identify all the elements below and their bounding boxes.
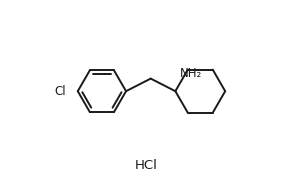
Text: Cl: Cl: [55, 85, 67, 98]
Text: HCl: HCl: [135, 159, 158, 172]
Text: NH₂: NH₂: [180, 67, 202, 80]
